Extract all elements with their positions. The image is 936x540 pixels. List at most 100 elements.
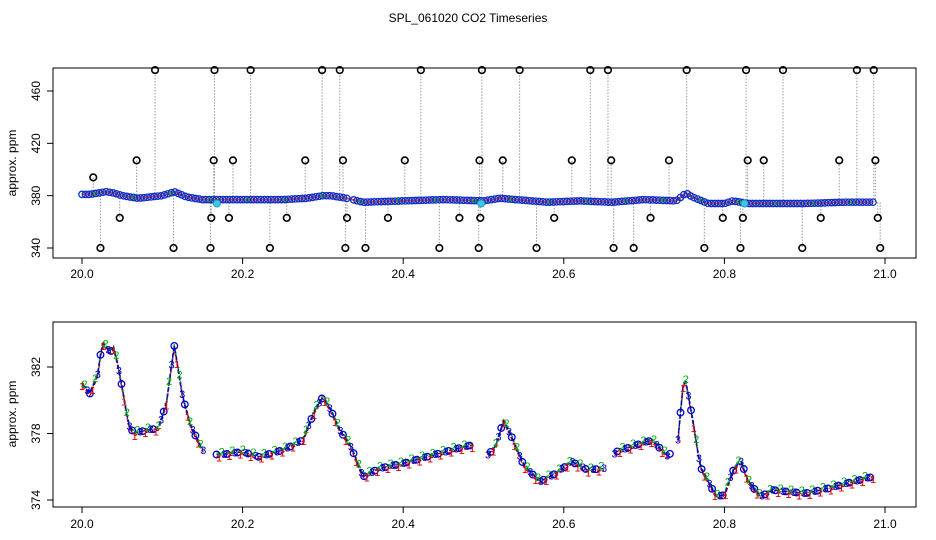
bottom-marker-1: 1 (532, 475, 538, 487)
bottom-marker-2: 2 (219, 447, 225, 459)
top-spike-marker (816, 213, 825, 223)
bottom-marker-2: 2 (409, 453, 415, 465)
bottom-marker-2: 2 (788, 484, 794, 496)
bottom-plot-frame (52, 321, 917, 508)
bottom-marker-1: 1 (522, 464, 528, 476)
bottom-marker-2: 2 (630, 438, 636, 450)
bottom-marker-2: 2 (809, 484, 815, 496)
bottom-marker-o (455, 444, 463, 453)
bottom-marker-3: 3 (190, 425, 196, 437)
bottom-marker-1: 1 (596, 466, 602, 478)
top-baseline-point (865, 198, 874, 207)
bottom-marker-1: 1 (564, 463, 570, 475)
top-spike-marker (700, 243, 709, 253)
bottom-marker-1: 1 (300, 436, 306, 448)
bottom-marker-o (85, 389, 94, 398)
bottom-marker-3: 3 (348, 441, 354, 453)
top-spike-marker (206, 243, 215, 253)
top-baseline-point (336, 193, 344, 201)
bottom-marker-2: 2 (862, 471, 868, 483)
top-spike-marker (400, 156, 409, 165)
bottom-marker-o (507, 433, 516, 442)
bottom-marker-2: 2 (377, 460, 383, 472)
bottom-marker-o (96, 350, 105, 359)
bottom-marker-2: 2 (556, 463, 562, 475)
bottom-marker-3: 3 (706, 479, 712, 491)
bottom-marker-3: 3 (306, 420, 312, 432)
bottom-marker-1: 1 (764, 490, 770, 502)
bottom-marker-2: 2 (240, 444, 246, 456)
bottom-marker-2: 2 (757, 488, 763, 500)
bottom-marker-o (803, 488, 811, 497)
top-spike-marker (207, 213, 216, 223)
bottom-marker-2: 2 (619, 442, 625, 454)
top-spike-marker (567, 156, 576, 165)
top-baseline-point (102, 187, 110, 196)
bottom-marker-2: 2 (293, 436, 299, 448)
bottom-marker-o (760, 490, 769, 499)
top-baseline-point (105, 188, 114, 197)
bottom-marker-2: 2 (250, 447, 256, 459)
top-spike-marker (646, 213, 655, 223)
top-spike-marker (317, 65, 327, 75)
bottom-marker-o (676, 408, 685, 417)
bottom-marker-2: 2 (577, 458, 583, 470)
bottom-marker-1: 1 (269, 451, 275, 463)
bottom-marker-o (339, 430, 347, 439)
top-spike-marker (586, 65, 595, 75)
bottom-marker-o (855, 476, 864, 484)
bottom-marker-2: 2 (461, 439, 467, 451)
top-baseline-point (339, 193, 348, 202)
top-spike-marker (169, 243, 178, 253)
bottom-marker-o (729, 466, 738, 475)
bottom-marker-2: 2 (693, 434, 699, 446)
top-x-tick-label: 20.8 (713, 267, 737, 281)
bottom-marker-2: 2 (820, 482, 826, 494)
bottom-marker-1: 1 (332, 417, 338, 429)
bottom-marker-o (180, 400, 189, 409)
bottom-marker-1: 1 (153, 426, 159, 438)
bottom-marker-1: 1 (638, 441, 644, 453)
top-baseline-point (112, 189, 121, 198)
top-baseline-point (700, 198, 709, 206)
bottom-marker-1: 1 (627, 445, 633, 457)
bottom-marker-2: 2 (451, 442, 457, 454)
top-spike-marker (798, 243, 807, 253)
bottom-marker-1: 1 (448, 448, 454, 460)
bottom-marker-o (539, 475, 548, 484)
top-spike-marker (301, 156, 310, 165)
bottom-marker-o (107, 346, 115, 355)
bottom-marker-o (781, 487, 790, 496)
top-spike-marker (115, 213, 124, 223)
bottom-marker-1: 1 (501, 418, 507, 430)
top-baseline-point (717, 199, 726, 208)
bottom-marker-1: 1 (691, 423, 697, 435)
bottom-marker-1: 1 (796, 490, 802, 502)
top-y-tick-label: 380 (29, 185, 43, 205)
bottom-marker-2: 2 (177, 370, 183, 382)
bottom-marker-1: 1 (343, 436, 349, 448)
bottom-marker-3: 3 (517, 450, 523, 462)
bottom-marker-o (254, 452, 263, 461)
bottom-marker-1: 1 (174, 359, 180, 371)
bottom-marker-o (528, 470, 537, 479)
bottom-marker-o (644, 437, 653, 446)
bottom-marker-1: 1 (469, 443, 475, 455)
bottom-marker-o (465, 441, 474, 450)
bottom-marker-2: 2 (419, 450, 425, 462)
bottom-marker-2: 2 (430, 447, 436, 459)
bottom-x-tick-label: 20.4 (392, 517, 416, 531)
bottom-marker-1: 1 (322, 397, 328, 409)
top-spike-marker (607, 156, 616, 165)
bottom-marker-1: 1 (416, 456, 422, 468)
bottom-marker-o (212, 450, 221, 459)
top-spike-marker (342, 213, 352, 223)
bottom-marker-o (697, 465, 706, 474)
top-baseline-series (78, 187, 877, 208)
bottom-marker-1: 1 (395, 462, 401, 474)
bottom-marker-1: 1 (585, 468, 591, 480)
bottom-marker-2: 2 (525, 461, 531, 473)
top-spike-marker (759, 156, 768, 165)
